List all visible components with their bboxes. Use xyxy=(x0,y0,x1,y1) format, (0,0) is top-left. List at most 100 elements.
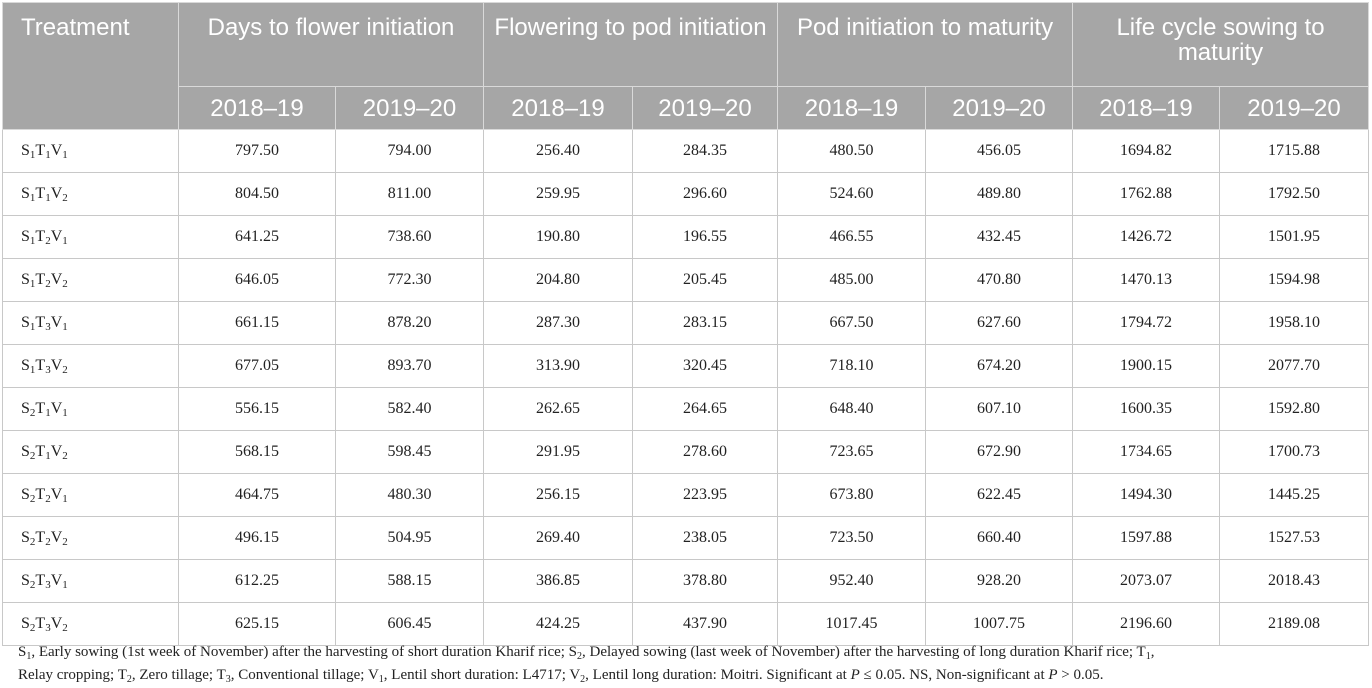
footnote-line: Relay cropping; T2, Zero tillage; T3, Co… xyxy=(18,664,1363,687)
table-cell: 625.15 xyxy=(178,602,336,646)
footnote-subscript: 1 xyxy=(26,651,32,662)
table-row: S2T2V1 464.75 480.30 256.15 223.95 673.80 622.… xyxy=(2,473,1369,517)
table-cell: 284.35 xyxy=(632,129,778,173)
label-subscript: 3 xyxy=(45,321,51,333)
table-cell: 1007.75 xyxy=(925,602,1073,646)
label-letter: T xyxy=(35,529,46,546)
label-letter: V xyxy=(50,314,63,331)
table-cell: 1470.13 xyxy=(1072,258,1220,302)
label-subscript: 2 xyxy=(29,493,36,505)
table-cell: 811.00 xyxy=(335,172,484,216)
label-letter: T xyxy=(35,142,46,159)
label-subscript: 1 xyxy=(45,149,51,161)
table-cell: 1426.72 xyxy=(1072,215,1220,259)
table-cell: 607.10 xyxy=(925,387,1073,431)
label-subscript: 1 xyxy=(62,579,68,591)
label-letter: T xyxy=(35,357,46,374)
table-cell: 196.55 xyxy=(632,215,778,259)
label-letter: S xyxy=(21,357,30,374)
label-subscript: 1 xyxy=(45,407,51,419)
table-cell: 256.40 xyxy=(483,129,633,173)
year-header: 2019–20 xyxy=(335,86,484,130)
treatment-label: S1T1V2 xyxy=(2,172,179,216)
table-cell: 283.15 xyxy=(632,301,778,345)
table-cell: 646.05 xyxy=(178,258,336,302)
table-cell: 262.65 xyxy=(483,387,633,431)
footnote-text: > 0.05. xyxy=(1057,667,1104,683)
label-subscript: 2 xyxy=(29,450,36,462)
label-subscript: 2 xyxy=(29,536,36,548)
label-subscript: 2 xyxy=(29,407,36,419)
label-subscript: 2 xyxy=(62,622,68,634)
group-header: Life cycle sowing to maturity xyxy=(1072,2,1369,87)
table-cell: 437.90 xyxy=(632,602,778,646)
treatment-header: Treatment xyxy=(2,2,179,130)
table-cell: 524.60 xyxy=(777,172,926,216)
table-cell: 804.50 xyxy=(178,172,336,216)
table-cell: 470.80 xyxy=(925,258,1073,302)
table-cell: 1700.73 xyxy=(1219,430,1369,474)
footnote-text: , Early sowing (1st week of November) af… xyxy=(31,644,578,660)
label-letter: V xyxy=(50,443,63,460)
label-subscript: 1 xyxy=(62,407,68,419)
label-letter: T xyxy=(35,486,46,503)
footnote-text: , Lentil long duration: Moitri. Signific… xyxy=(585,667,851,683)
label-letter: S xyxy=(21,615,30,632)
treatment-label: S2T3V2 xyxy=(2,602,179,646)
table-cell: 1958.10 xyxy=(1219,301,1369,345)
label-letter: V xyxy=(50,572,63,589)
treatment-label: S2T2V2 xyxy=(2,516,179,560)
label-letter: S xyxy=(21,443,30,460)
label-subscript: 2 xyxy=(62,364,68,376)
table-cell: 677.05 xyxy=(178,344,336,388)
label-subscript: 3 xyxy=(45,579,51,591)
table-row: S2T3V1 612.25 588.15 386.85 378.80 952.40 928.… xyxy=(2,559,1369,603)
footnote-text: , Conventional tillage; V xyxy=(230,667,379,683)
footnote-subscript: 1 xyxy=(378,674,384,685)
table-cell: 1715.88 xyxy=(1219,129,1369,173)
footnote-text: , xyxy=(1150,644,1155,660)
footnote-text: , Zero tillage; T xyxy=(131,667,226,683)
table-cell: 2018.43 xyxy=(1219,559,1369,603)
group-header: Days to flower initiation xyxy=(178,2,484,87)
label-letter: S xyxy=(21,271,30,288)
table-cell: 598.45 xyxy=(335,430,484,474)
label-subscript: 1 xyxy=(29,321,36,333)
table-cell: 238.05 xyxy=(632,516,778,560)
label-letter: V xyxy=(50,357,63,374)
treatment-label: S1T2V1 xyxy=(2,215,179,259)
label-subscript: 1 xyxy=(62,493,68,505)
table-cell: 386.85 xyxy=(483,559,633,603)
label-letter: T xyxy=(35,185,46,202)
table-row: S1T2V1 641.25 738.60 190.80 196.55 466.55 432.… xyxy=(2,215,1369,259)
label-letter: S xyxy=(21,228,30,245)
table-cell: 606.45 xyxy=(335,602,484,646)
table-cell: 893.70 xyxy=(335,344,484,388)
footnote-subscript: 2 xyxy=(577,651,583,662)
label-subscript: 1 xyxy=(29,149,36,161)
label-letter: T xyxy=(35,400,46,417)
year-header: 2019–20 xyxy=(1219,86,1369,130)
label-subscript: 2 xyxy=(62,192,68,204)
label-letter: S xyxy=(21,314,30,331)
table-cell: 287.30 xyxy=(483,301,633,345)
table-cell: 1694.82 xyxy=(1072,129,1220,173)
label-letter: T xyxy=(35,228,46,245)
table-cell: 1792.50 xyxy=(1219,172,1369,216)
table-cell: 672.90 xyxy=(925,430,1073,474)
treatment-label: S2T1V1 xyxy=(2,387,179,431)
label-subscript: 2 xyxy=(29,622,36,634)
table-cell: 556.15 xyxy=(178,387,336,431)
table-cell: 622.45 xyxy=(925,473,1073,517)
treatment-label: S1T2V2 xyxy=(2,258,179,302)
label-subscript: 1 xyxy=(29,364,36,376)
table-cell: 278.60 xyxy=(632,430,778,474)
year-header: 2018–19 xyxy=(777,86,926,130)
table-cell: 1501.95 xyxy=(1219,215,1369,259)
label-letter: S xyxy=(21,572,30,589)
label-subscript: 2 xyxy=(29,579,36,591)
table-cell: 952.40 xyxy=(777,559,926,603)
label-subscript: 2 xyxy=(45,278,51,290)
table-cell: 504.95 xyxy=(335,516,484,560)
data-table: Treatment Days to flower initiation Flow… xyxy=(2,2,1369,646)
